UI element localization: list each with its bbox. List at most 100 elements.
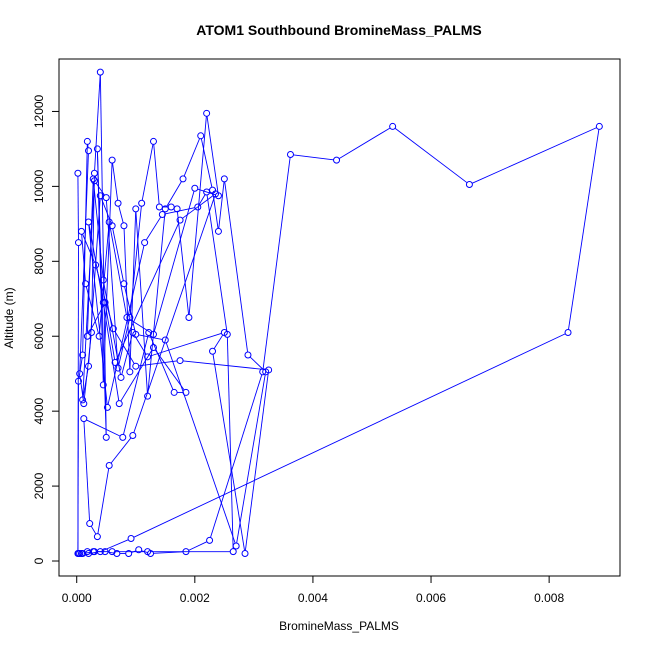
data-point bbox=[83, 137, 91, 145]
series-segment bbox=[236, 374, 266, 543]
series-segment bbox=[145, 216, 162, 241]
data-point bbox=[135, 546, 143, 554]
data-point bbox=[87, 328, 95, 336]
data-point bbox=[82, 280, 90, 288]
series-segment bbox=[116, 222, 180, 360]
data-point bbox=[93, 145, 101, 153]
data-point bbox=[123, 314, 131, 321]
series-segment bbox=[99, 75, 107, 435]
data-point bbox=[111, 358, 119, 366]
data-point bbox=[389, 122, 397, 130]
series-segment bbox=[133, 333, 566, 538]
data-point bbox=[105, 218, 113, 226]
data-point bbox=[85, 362, 93, 370]
data-point bbox=[211, 190, 219, 198]
data-point bbox=[119, 433, 127, 441]
series-segment bbox=[244, 373, 269, 551]
data-point bbox=[214, 227, 222, 235]
data-point bbox=[176, 357, 184, 365]
data-point bbox=[105, 461, 113, 469]
series-segment bbox=[394, 128, 468, 183]
data-point bbox=[206, 536, 214, 544]
data-point bbox=[76, 370, 84, 378]
series-segment bbox=[153, 551, 183, 554]
plot-frame bbox=[58, 58, 621, 577]
x-axis-label: BromineMass_PALMS bbox=[279, 619, 399, 633]
series-segment bbox=[110, 437, 132, 464]
data-point bbox=[149, 343, 157, 351]
y-tick-label: 12000 bbox=[32, 94, 46, 128]
data-point bbox=[158, 210, 166, 218]
data-point bbox=[182, 548, 190, 556]
data-point bbox=[102, 433, 110, 441]
y-axis-label: Altitude (m) bbox=[2, 287, 16, 348]
data-point bbox=[170, 388, 178, 396]
series-segment bbox=[188, 541, 207, 551]
data-point bbox=[95, 332, 103, 340]
series-segment bbox=[90, 526, 97, 535]
series-segment bbox=[107, 245, 145, 405]
series-segment bbox=[131, 550, 136, 553]
series-segment bbox=[109, 225, 127, 315]
series-segment bbox=[118, 206, 124, 223]
data-point bbox=[129, 328, 137, 336]
data-point bbox=[126, 368, 134, 376]
data-point bbox=[176, 216, 184, 224]
series-segment bbox=[568, 129, 600, 330]
series-segment bbox=[94, 75, 101, 171]
data-point bbox=[161, 336, 169, 344]
data-point bbox=[83, 332, 91, 340]
series-segment bbox=[120, 349, 153, 402]
data-point bbox=[229, 548, 237, 556]
series-segment bbox=[183, 138, 200, 177]
series-segment bbox=[114, 331, 135, 364]
x-tick-label: 0.008 bbox=[534, 591, 564, 605]
data-point bbox=[103, 403, 111, 411]
series-segment bbox=[98, 225, 110, 334]
data-point bbox=[129, 432, 137, 440]
series-segment bbox=[87, 182, 94, 334]
data-point bbox=[138, 199, 146, 207]
series-segment bbox=[102, 163, 113, 382]
data-point bbox=[120, 280, 128, 288]
data-point bbox=[86, 520, 94, 528]
data-point bbox=[114, 199, 122, 207]
data-point bbox=[155, 203, 163, 211]
data-point bbox=[85, 218, 93, 226]
data-point bbox=[114, 364, 122, 372]
data-point bbox=[79, 351, 87, 359]
data-point bbox=[149, 330, 157, 338]
series-segment bbox=[78, 358, 83, 379]
series-segment bbox=[226, 337, 234, 549]
y-tick-label: 6000 bbox=[32, 323, 46, 350]
data-point bbox=[132, 205, 140, 213]
data-point bbox=[126, 314, 134, 321]
data-point bbox=[120, 222, 128, 230]
data-point bbox=[203, 109, 211, 117]
series-segment bbox=[210, 374, 263, 538]
series-segment bbox=[121, 335, 133, 375]
data-point bbox=[167, 203, 175, 211]
data-point bbox=[132, 362, 140, 370]
data-point bbox=[220, 175, 228, 183]
data-point bbox=[96, 548, 104, 556]
data-point bbox=[333, 156, 341, 164]
series-segment bbox=[97, 152, 104, 382]
series-segment bbox=[206, 195, 228, 332]
data-point bbox=[286, 151, 294, 159]
series-segment bbox=[77, 176, 79, 240]
y-tick-label: 8000 bbox=[32, 248, 46, 275]
data-point bbox=[99, 299, 107, 307]
series-segment bbox=[88, 305, 104, 334]
series-segment bbox=[91, 176, 95, 330]
data-point bbox=[108, 548, 116, 556]
data-point bbox=[89, 548, 97, 556]
series-segment bbox=[103, 305, 120, 401]
series-segment bbox=[213, 334, 224, 349]
y-axis: 0 2000 4000 6000 8000 10000 12000 bbox=[32, 94, 60, 564]
data-point bbox=[93, 533, 101, 541]
data-point bbox=[80, 400, 88, 408]
data-point bbox=[102, 194, 110, 202]
x-tick-label: 0.004 bbox=[298, 591, 328, 605]
series-segment bbox=[199, 194, 206, 205]
